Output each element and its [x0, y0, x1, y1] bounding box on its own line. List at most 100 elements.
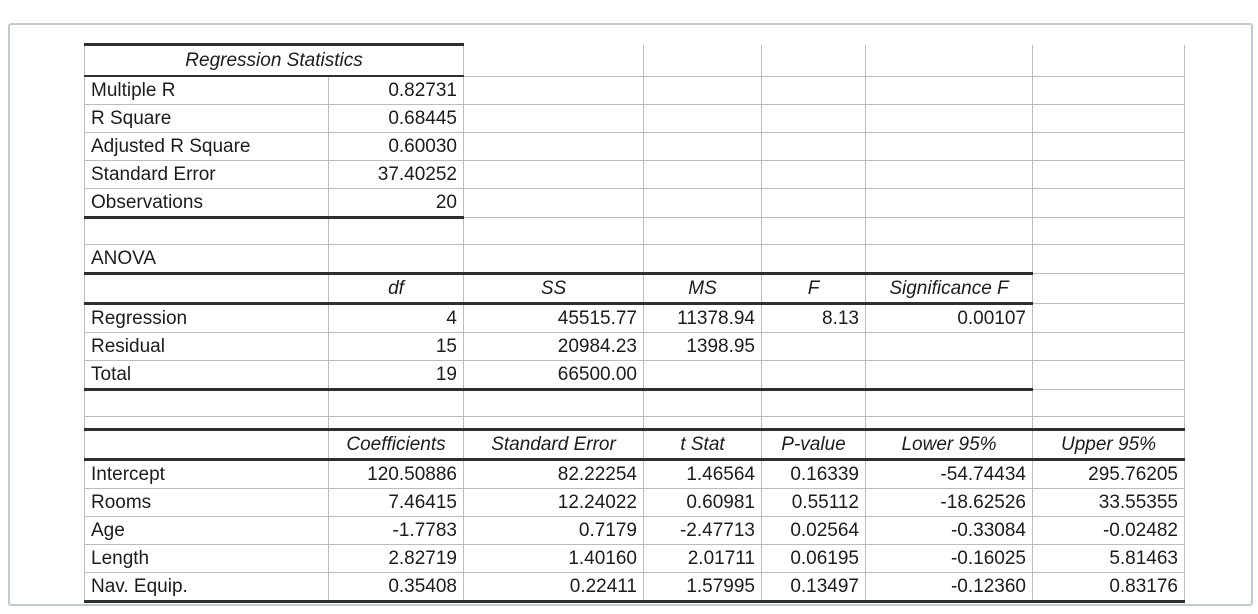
- coef-row: Nav. Equip. 0.35408 0.22411 1.57995 0.13…: [84, 572, 1185, 603]
- regression-output-table: Regression Statistics Multiple R 0.82731…: [84, 43, 1185, 603]
- empty-cell: [643, 44, 762, 77]
- empty-cell: [865, 104, 1033, 133]
- coef-header-coefficients: Coefficients: [328, 429, 464, 461]
- empty-cell: [761, 360, 866, 391]
- stat-value: 0.60030: [328, 132, 464, 161]
- empty-cell: [463, 244, 644, 275]
- empty-cell: [865, 244, 1033, 275]
- coef-value: 2.82719: [328, 544, 464, 573]
- coef-row: Rooms 7.46415 12.24022 0.60981 0.55112 -…: [84, 488, 1185, 517]
- empty-cell: [643, 188, 762, 218]
- coef-value: 0.55112: [761, 488, 866, 517]
- anova-value: 15: [328, 332, 464, 361]
- coef-row-label: Rooms: [84, 488, 329, 517]
- anova-header-df: df: [328, 273, 464, 305]
- empty-cell: [643, 160, 762, 189]
- empty-cell: [761, 416, 866, 431]
- anova-header-ss: SS: [463, 273, 644, 305]
- stat-label: Observations: [84, 188, 329, 219]
- empty-cell: [761, 44, 866, 77]
- anova-header-significance-f: Significance F: [865, 273, 1033, 305]
- stat-value: 20: [328, 188, 464, 219]
- coef-value: 0.16339: [761, 459, 866, 489]
- empty-cell: [1032, 389, 1185, 417]
- empty-cell: [1032, 132, 1185, 161]
- empty-cell: [643, 416, 762, 431]
- anova-value: 4: [328, 303, 464, 333]
- empty-cell: [84, 389, 329, 417]
- empty-cell: [328, 244, 464, 275]
- empty-cell: [761, 104, 866, 133]
- coef-row: Length 2.82719 1.40160 2.01711 0.06195 -…: [84, 544, 1185, 573]
- coef-row-label: Age: [84, 516, 329, 545]
- empty-cell: [1032, 360, 1185, 390]
- regstats-row: R Square 0.68445: [84, 104, 1185, 133]
- anova-value: 20984.23: [463, 332, 644, 361]
- spacer-row: [84, 389, 1185, 417]
- coef-value: 0.02564: [761, 516, 866, 545]
- coef-value: 33.55355: [1032, 488, 1185, 517]
- empty-cell: [328, 416, 464, 431]
- stat-label: Adjusted R Square: [84, 132, 329, 161]
- empty-cell: [761, 132, 866, 161]
- anova-row-label: Residual: [84, 332, 329, 361]
- coef-header-t-stat: t Stat: [643, 429, 762, 461]
- stat-value: 37.40252: [328, 160, 464, 189]
- empty-cell: [865, 332, 1033, 361]
- coef-row-label: Length: [84, 544, 329, 573]
- anova-section-label: ANOVA: [84, 244, 329, 275]
- empty-cell: [1032, 416, 1185, 431]
- empty-cell: [1032, 244, 1185, 274]
- empty-cell: [865, 160, 1033, 189]
- anova-row: Regression 4 45515.77 11378.94 8.13 0.00…: [84, 303, 1185, 333]
- coef-value: 0.13497: [761, 572, 866, 603]
- regstats-row: Standard Error 37.40252: [84, 160, 1185, 189]
- empty-cell: [84, 429, 329, 461]
- empty-cell: [643, 244, 762, 275]
- empty-cell: [643, 104, 762, 133]
- coef-value: 1.57995: [643, 572, 762, 603]
- coef-value: 295.76205: [1032, 459, 1185, 489]
- empty-cell: [328, 217, 464, 245]
- coef-value: 12.24022: [463, 488, 644, 517]
- coef-value: -1.7783: [328, 516, 464, 545]
- empty-cell: [865, 389, 1033, 417]
- empty-cell: [865, 44, 1033, 77]
- empty-cell: [1032, 303, 1185, 333]
- anova-row-label: Regression: [84, 303, 329, 333]
- coef-value: 0.60981: [643, 488, 762, 517]
- empty-cell: [84, 416, 329, 431]
- empty-cell: [761, 160, 866, 189]
- coef-value: 0.35408: [328, 572, 464, 603]
- empty-cell: [463, 217, 644, 245]
- anova-header-ms: MS: [643, 273, 762, 305]
- stat-value: 0.82731: [328, 75, 464, 105]
- empty-cell: [1032, 160, 1185, 189]
- anova-row-label: Total: [84, 360, 329, 391]
- regstats-row: Multiple R 0.82731: [84, 75, 1185, 105]
- anova-value: 0.00107: [865, 303, 1033, 333]
- anova-header-f: F: [761, 273, 866, 305]
- stat-label: Multiple R: [84, 75, 329, 105]
- regstats-title-row: Regression Statistics: [84, 43, 1185, 77]
- empty-cell: [761, 217, 866, 245]
- coef-row: Age -1.7783 0.7179 -2.47713 0.02564 -0.3…: [84, 516, 1185, 545]
- empty-cell: [84, 273, 329, 305]
- coef-value: -0.16025: [865, 544, 1033, 573]
- empty-cell: [1032, 75, 1185, 105]
- coef-value: 5.81463: [1032, 544, 1185, 573]
- coef-header-lower-95: Lower 95%: [865, 429, 1033, 461]
- coef-value: -0.12360: [865, 572, 1033, 603]
- empty-cell: [643, 389, 762, 417]
- empty-cell: [1032, 217, 1185, 245]
- regstats-row: Observations 20: [84, 188, 1185, 219]
- anova-header-row: df SS MS F Significance F: [84, 273, 1185, 305]
- empty-cell: [463, 132, 644, 161]
- empty-cell: [643, 217, 762, 245]
- empty-cell: [1032, 332, 1185, 361]
- empty-cell: [865, 416, 1033, 431]
- empty-cell: [761, 244, 866, 275]
- anova-value: 1398.95: [643, 332, 762, 361]
- coef-header-upper-95: Upper 95%: [1032, 429, 1185, 461]
- empty-cell: [463, 75, 644, 105]
